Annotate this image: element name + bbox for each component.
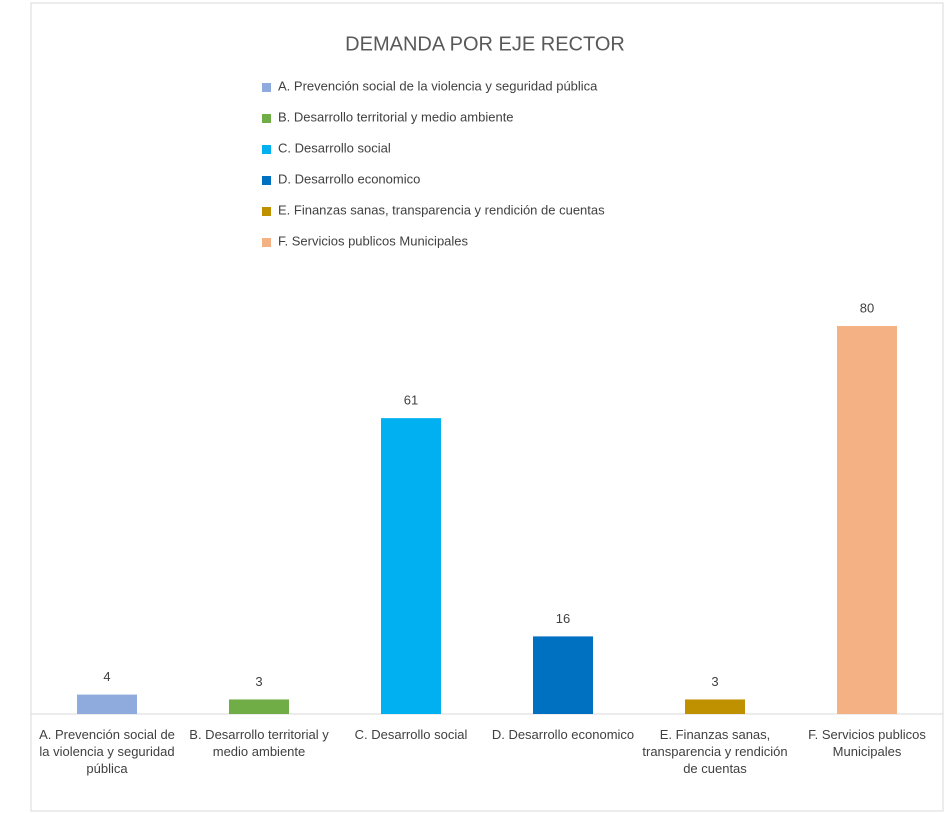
legend-label: F. Servicios publicos Municipales [278,233,469,248]
bar [229,699,289,714]
value-label: 4 [103,669,110,684]
value-label: 16 [556,611,570,626]
legend-swatch [262,207,271,216]
bar [685,699,745,714]
bar [533,636,593,714]
legend-label: E. Finanzas sanas, transparencia y rendi… [278,202,605,217]
legend-label: C. Desarrollo social [278,140,391,155]
chart-title: DEMANDA POR EJE RECTOR [345,33,625,55]
value-label: 61 [404,393,418,408]
x-tick-label: A. Prevención social de la violencia y s… [39,727,175,776]
legend-swatch [262,238,271,247]
bar [77,694,137,714]
legend-label: D. Desarrollo economico [278,171,420,186]
x-tick-label: C. Desarrollo social [354,727,468,742]
legend-label: B. Desarrollo territorial y medio ambien… [278,109,514,124]
legend-swatch [262,176,271,185]
value-label: 3 [711,674,718,689]
legend-swatch [262,145,271,154]
x-tick-label: B. Desarrollo territorial y medio ambien… [189,727,329,759]
legend-label: A. Prevención social de la violencia y s… [278,78,598,93]
x-tick-label: D. Desarrollo economico [491,727,635,742]
bar [837,326,897,714]
legend-swatch [262,114,271,123]
x-tick-label: E. Finanzas sanas, transparencia y rendi… [642,727,788,776]
value-label: 80 [860,300,874,315]
legend-swatch [262,83,271,92]
bar [381,418,441,714]
chart-border [30,2,944,812]
x-tick-label: F. Servicios publicos Municipales [808,727,926,759]
value-label: 3 [255,674,262,689]
